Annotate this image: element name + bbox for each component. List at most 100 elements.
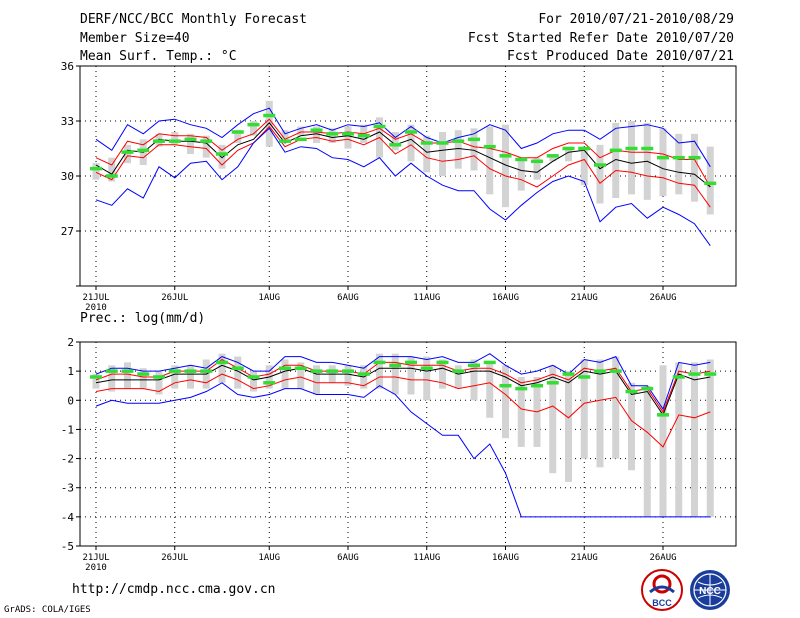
x-tick-label: 21AUG [571,553,598,563]
ensemble-bar [376,353,383,389]
grads-credit: GrADS: COLA/IGES [4,605,91,615]
x-tick-label: 11AUG [413,293,440,303]
y-tick-label: -4 [61,511,75,524]
forecast-produced-date: Fcst Produced Date 2010/07/21 [507,49,734,64]
plot-frame [79,65,737,287]
ensemble-mean-sd-line [95,358,711,413]
ensemble-bar [265,100,273,147]
ensemble-bar [187,365,194,389]
ensemble-bar [706,359,714,517]
ensemble-bar [706,146,714,215]
y-tick-label: 30 [61,170,74,183]
ensemble-bar [171,132,179,145]
x-tick-label: 6AUG [337,553,359,563]
ensemble-bar [155,371,163,395]
ensemble-bar [187,133,194,154]
ensemble-min-line [95,382,711,518]
ensemble-bar [486,126,494,195]
ensemble-bar [108,157,116,182]
forecast-period: For 2010/07/21-2010/08/29 [538,12,734,27]
ensemble-bar [612,356,620,459]
ensemble-bar [124,362,131,389]
ensemble-bar [234,130,242,143]
ensemble-bar [297,362,305,389]
ensemble-bar [517,157,525,191]
ensemble-bar [423,356,431,401]
ensemble-bar [313,365,320,395]
bcc-logo: BCC [640,568,684,612]
ensemble-bar [218,144,226,169]
ensemble-bar [218,353,226,383]
ensemble-bar [580,359,588,459]
ensemble-bar [92,163,100,180]
x-tick-label: 26AUG [649,553,676,563]
y-tick-label: -5 [61,540,74,553]
ensemble-bar [281,359,289,389]
ensemble-mean-line [95,364,711,416]
ensemble-bar [549,154,557,162]
x-tick-label: 26AUG [649,293,676,303]
ensemble-bar [675,133,683,195]
ensemble-bar [691,362,698,517]
ensemble-bar [250,371,257,392]
ensemble-bar [439,132,446,176]
ensemble-mean-sd-line [95,125,711,208]
x-tick-label: 26JUL [161,553,188,563]
ensemble-bar [628,121,635,195]
ensemble-bar [344,365,352,386]
ensemble-bar [675,362,683,517]
ensemble-bar [407,124,415,162]
ensemble-bar [502,124,509,208]
precipitation-title: Prec.: log(mm/d) [80,311,205,326]
x-tick-label: 21AUG [571,293,598,303]
ensemble-max-line [95,107,711,168]
ensemble-bar [628,382,635,471]
ensemble-bar [565,146,572,162]
ensemble-bar [171,365,179,389]
ensemble-mean-sd-line [95,373,711,448]
ensemble-bar [659,128,667,197]
variable-label: Mean Surf. Temp.: °C [80,49,237,64]
ensemble-bar [281,130,289,140]
ensemble-bar [439,359,446,389]
ensemble-max-line [95,353,711,411]
ensemble-bar [517,376,525,447]
x-tick-label: 21JUL [82,553,109,563]
ensemble-bar [250,121,257,136]
x-tick-label: 1AUG [258,293,280,303]
ensemble-bar [234,356,242,389]
ensemble-bar [533,157,541,180]
ensemble-bar [454,130,462,169]
y-tick-label: -2 [61,453,74,466]
y-tick-label: 36 [61,60,74,73]
y-tick-label: -1 [61,423,74,436]
y-tick-label: 27 [61,225,74,238]
ensemble-bar [643,385,651,517]
ensemble-bar [470,128,478,171]
ensemble-bar [612,122,620,198]
ensemble-min-line [95,127,711,246]
x-tick-label: 16AUG [492,293,519,303]
forecast-start-date: Fcst Started Refer Date 2010/07/20 [467,31,734,46]
x-tick-label: 16AUG [492,553,519,563]
y-tick-label: -3 [61,482,74,495]
footer-url[interactable]: http://cmdp.ncc.cma.gov.cn [72,582,276,597]
x-tick-year: 2010 [85,303,107,313]
ensemble-bar [344,126,352,149]
x-tick-year: 2010 [85,563,107,573]
ensemble-bar [391,132,399,151]
ensemble-bar [596,144,604,204]
chart-title: DERF/NCC/BCC Monthly Forecast [80,12,307,27]
x-tick-label: 11AUG [413,553,440,563]
ensemble-bar [486,362,494,418]
ensemble-bar [659,365,667,517]
ensemble-bar [691,133,698,202]
y-tick-label: 1 [67,365,74,378]
x-tick-label: 6AUG [337,293,359,303]
ensemble-bar [92,374,100,389]
member-size-label: Member Size=40 [80,31,190,46]
y-tick-label: 0 [67,394,74,407]
